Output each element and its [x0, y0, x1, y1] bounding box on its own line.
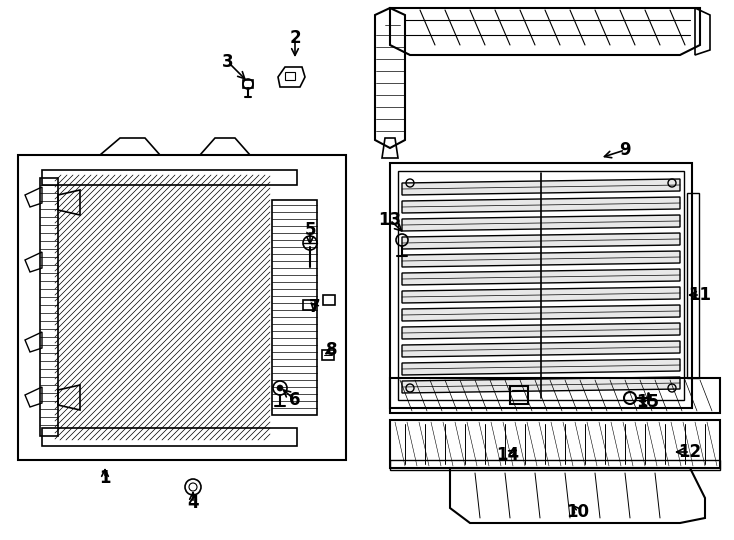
Polygon shape	[402, 323, 680, 339]
Polygon shape	[402, 305, 680, 321]
Text: 12: 12	[678, 443, 702, 461]
Polygon shape	[402, 377, 680, 393]
Bar	[18, 155, 346, 460]
Bar	[272, 200, 317, 415]
Bar	[303, 300, 315, 310]
Bar	[322, 350, 334, 360]
Bar	[243, 80, 253, 88]
Polygon shape	[402, 359, 680, 375]
Text: 9: 9	[619, 141, 631, 159]
Polygon shape	[402, 341, 680, 357]
Polygon shape	[402, 197, 680, 213]
Bar	[42, 170, 297, 185]
Text: 1: 1	[99, 469, 111, 487]
Polygon shape	[402, 251, 680, 267]
Polygon shape	[402, 215, 680, 231]
Text: 11: 11	[688, 286, 711, 304]
Bar	[40, 178, 58, 436]
Bar	[510, 386, 528, 404]
Text: 5: 5	[305, 221, 316, 239]
Bar	[42, 428, 297, 446]
Text: 8: 8	[326, 341, 338, 359]
Circle shape	[277, 385, 283, 391]
Text: 2: 2	[289, 29, 301, 47]
Bar	[285, 72, 295, 80]
Text: 6: 6	[289, 391, 301, 409]
Polygon shape	[402, 233, 680, 249]
Polygon shape	[402, 269, 680, 285]
Text: 4: 4	[187, 494, 199, 512]
Polygon shape	[402, 287, 680, 303]
Text: 7: 7	[309, 298, 321, 316]
Polygon shape	[402, 179, 680, 195]
Bar	[323, 295, 335, 305]
Text: 3: 3	[222, 53, 234, 71]
Text: 13: 13	[379, 211, 401, 229]
Bar	[390, 163, 692, 408]
Bar	[687, 193, 699, 378]
Text: 15: 15	[636, 393, 660, 411]
Bar	[390, 460, 720, 470]
Text: 14: 14	[496, 446, 520, 464]
Text: 10: 10	[567, 503, 589, 521]
Bar	[398, 171, 684, 400]
